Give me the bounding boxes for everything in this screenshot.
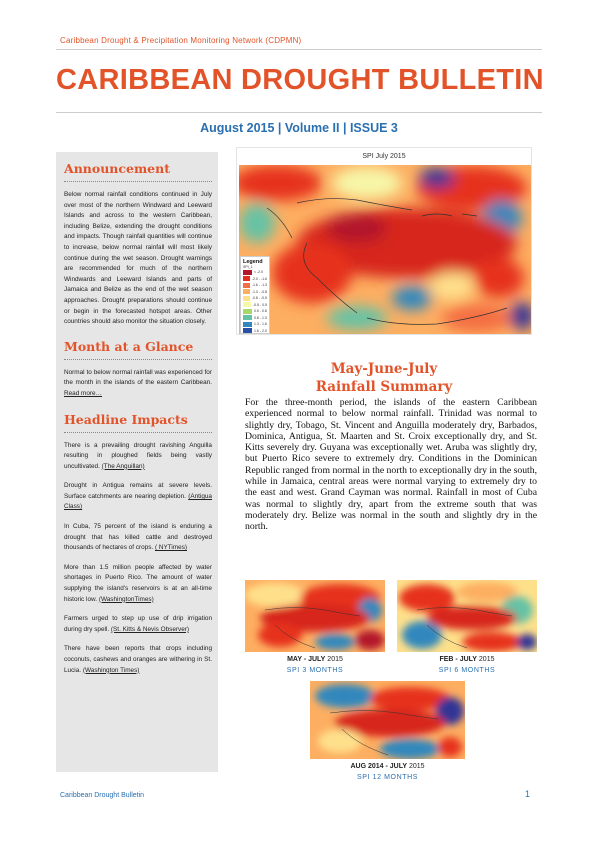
- spi-12-subcaption: SPI 12 MONTHS: [356, 774, 419, 781]
- caption-period: FEB - JULY: [439, 656, 477, 663]
- issue-line: August 2015 | Volume II | ISSUE 3: [200, 121, 398, 135]
- legend-item: 1.3 - 1.6: [243, 321, 267, 328]
- impact-source-link[interactable]: (Washington Times): [82, 666, 140, 674]
- legend-swatch: [243, 276, 250, 282]
- page-number: 1: [525, 789, 531, 799]
- spi-map-graphic: [239, 165, 531, 334]
- header-rule: [56, 49, 542, 50]
- legend-item: > 2.0: [243, 334, 267, 335]
- title-rule: [56, 112, 542, 113]
- spi-july-map: SPI July 2015: [236, 147, 532, 335]
- legend-items: < -2.0 -2.0 - -1.6 -1.6 - -1.3 -1.3 - -0.8 -…: [243, 269, 267, 335]
- bulletin-title: CARIBBEAN DROUGHT BULLETIN: [56, 64, 544, 96]
- summary-heading: May-June-July Rainfall Summary: [236, 360, 532, 396]
- legend-label: -0.5 - 0.5: [252, 302, 267, 307]
- divider: [64, 431, 212, 433]
- legend-item: -1.3 - -0.8: [243, 289, 267, 296]
- caption-period: MAY - JULY: [287, 656, 326, 663]
- impact-text: Drought in Antigua remains at severe lev…: [64, 482, 212, 500]
- spi-3-month-map: [245, 580, 385, 652]
- impact-item: There is a prevailing drought ravishing …: [64, 441, 212, 473]
- legend-swatch: [243, 269, 252, 275]
- glance-text: Normal to below normal rainfall was expe…: [64, 368, 212, 400]
- impacts-heading: Headline Impacts: [64, 411, 188, 427]
- impact-text: Farmers urged to step up use of drip irr…: [64, 615, 212, 633]
- summary-heading-line2: Rainfall Summary: [315, 379, 453, 395]
- impact-item: Farmers urged to step up use of drip irr…: [64, 614, 212, 635]
- legend-swatch: [243, 328, 252, 334]
- legend-label: -2.0 - -1.6: [251, 276, 267, 281]
- map-title: SPI July 2015: [362, 153, 406, 160]
- spi-12-caption: AUG 2014 - JULY 2015: [310, 763, 465, 770]
- legend-swatch: [243, 321, 252, 327]
- legend-swatch: [243, 302, 251, 308]
- legend-item: 0.8 - 1.3: [243, 315, 267, 322]
- legend-label: < -2.0: [254, 270, 264, 275]
- legend-swatch: [243, 289, 250, 295]
- spi-3-map-graphic: [245, 580, 385, 652]
- org-name: Caribbean Drought & Precipitation Monito…: [60, 36, 302, 45]
- spi-3-caption: MAY - JULY 2015: [245, 656, 385, 663]
- spi-12-map-graphic: [310, 681, 465, 759]
- summary-text: For the three-month period, the islands …: [245, 397, 537, 533]
- caption-year: 2015: [325, 656, 343, 663]
- announcement-text: Below normal rainfall conditions continu…: [64, 191, 212, 326]
- legend-item: -0.8 - -0.5: [243, 295, 267, 302]
- spi-6-subcaption: SPI 6 MONTHS: [438, 667, 496, 674]
- impact-text: More than 1.5 million people affected by…: [64, 563, 212, 603]
- read-more-link[interactable]: Read more…: [64, 389, 103, 397]
- impact-source-link[interactable]: ( NYTimes): [154, 544, 188, 552]
- legend-title: Legend: [243, 259, 263, 265]
- impact-item: There have been reports that crops inclu…: [64, 644, 212, 676]
- legend-swatch: [243, 308, 252, 314]
- legend-swatch: [243, 282, 250, 288]
- glance-body: Normal to below normal rainfall was expe…: [64, 368, 212, 387]
- divider: [64, 358, 212, 360]
- legend-swatch: [243, 315, 252, 321]
- legend-label: 1.3 - 1.6: [254, 322, 267, 327]
- impact-text: There have been reports that crops inclu…: [64, 645, 212, 674]
- legend-label: -1.6 - -1.3: [251, 283, 267, 288]
- legend-item: -2.0 - -1.6: [243, 276, 267, 283]
- legend-label: -0.8 - -0.5: [251, 296, 267, 301]
- sidebar: Announcement Below normal rainfall condi…: [56, 152, 218, 772]
- legend-item: -1.6 - -1.3: [243, 282, 267, 289]
- spi-3-subcaption: SPI 3 MONTHS: [286, 667, 344, 674]
- legend-label: 0.8 - 1.3: [254, 315, 267, 320]
- map-legend: Legend SPI_1 < -2.0 -2.0 - -1.6 -1.6 - -1.…: [240, 256, 270, 334]
- legend-item: < -2.0: [243, 269, 267, 276]
- impact-item: More than 1.5 million people affected by…: [64, 563, 212, 605]
- legend-swatch: [243, 295, 250, 301]
- impact-text: There is a prevailing drought ravishing …: [64, 441, 212, 470]
- spi-6-caption: FEB - JULY 2015: [397, 656, 537, 663]
- impact-source-link[interactable]: (The Anguillan): [101, 462, 145, 470]
- divider: [64, 181, 212, 182]
- glance-heading: Month at a Glance: [64, 338, 194, 354]
- summary-heading-line1: May-June-July: [330, 361, 438, 377]
- impact-item: In Cuba, 75 percent of the island is end…: [64, 522, 212, 554]
- spi-6-map-graphic: [397, 580, 537, 652]
- legend-item: 1.6 - 2.0: [243, 328, 267, 335]
- spi-12-month-map: [310, 681, 465, 759]
- spi-6-month-map: [397, 580, 537, 652]
- announcement-heading: Announcement: [64, 161, 170, 176]
- caption-year: 2015: [476, 656, 495, 663]
- legend-label: 0.5 - 0.8: [254, 309, 267, 314]
- legend-label: 1.6 - 2.0: [254, 328, 267, 333]
- impact-source-link[interactable]: (St. Kitts & Nevis Observer): [110, 625, 190, 633]
- legend-item: -0.5 - 0.5: [243, 302, 267, 309]
- impact-text: In Cuba, 75 percent of the island is end…: [64, 523, 212, 552]
- impact-item: Drought in Antigua remains at severe lev…: [64, 481, 212, 513]
- legend-sub: SPI_1: [243, 265, 253, 269]
- legend-label: -1.3 - -0.8: [251, 289, 267, 294]
- footer-text: Caribbean Drought Bulletin: [60, 792, 145, 799]
- caption-period: AUG 2014 - JULY: [350, 763, 407, 770]
- impact-source-link[interactable]: (WashingtonTimes): [98, 595, 154, 603]
- legend-item: 0.5 - 0.8: [243, 308, 267, 315]
- caption-year: 2015: [407, 763, 425, 770]
- impact-source-link[interactable]: (Antigua Class): [64, 492, 212, 511]
